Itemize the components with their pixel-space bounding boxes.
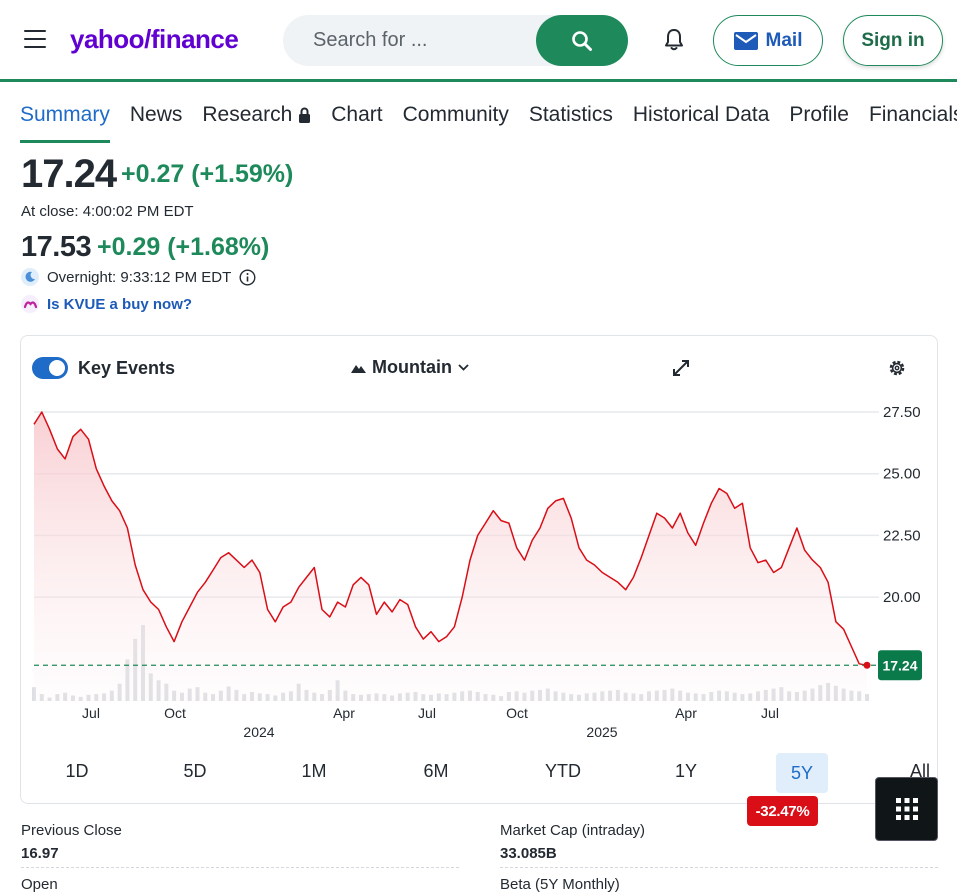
chart-style-label: Mountain xyxy=(372,357,452,377)
tab-news[interactable]: News xyxy=(130,103,183,143)
sign-in-button[interactable]: Sign in xyxy=(843,15,943,66)
x-month-label: Oct xyxy=(164,705,186,721)
grid-dots-icon xyxy=(895,798,918,820)
moon-icon xyxy=(21,268,39,286)
stat-label-previous-close: Previous Close xyxy=(21,822,122,839)
tab-label: Historical Data xyxy=(632,103,770,126)
yahoo-finance-logo[interactable]: yahoo/finance xyxy=(70,24,239,55)
gear-icon[interactable] xyxy=(887,358,907,378)
tab-statistics[interactable]: Statistics xyxy=(529,103,613,143)
range-change-badge: -32.47% xyxy=(747,796,818,826)
tab-label: Financials xyxy=(868,103,957,126)
tab-summary[interactable]: Summary xyxy=(20,103,110,143)
mail-label: Mail xyxy=(765,29,803,51)
price-chart[interactable]: 27.50 25.00 22.50 20.00 17.24 Jul Oct Apr Jul Oct… xyxy=(21,396,939,751)
stat-label-open: Open xyxy=(21,876,58,892)
mountain-icon xyxy=(351,364,366,373)
range-1y[interactable]: 1Y xyxy=(674,760,698,781)
sparkle-icon xyxy=(21,295,39,313)
is-it-a-buy-link[interactable]: Is KVUE a buy now? xyxy=(21,295,192,313)
close-price: 17.24 xyxy=(21,152,117,196)
x-year-label: 2025 xyxy=(586,724,617,740)
expand-icon[interactable] xyxy=(671,358,691,378)
overnight-row: Overnight: 9:33:12 PM EDT xyxy=(21,268,256,286)
x-month-label: Jul xyxy=(82,705,100,721)
key-events-label: Key Events xyxy=(78,358,176,378)
tab-financials[interactable]: Financials xyxy=(869,103,957,143)
tab-label: News xyxy=(129,103,183,126)
y-tick-label: 22.50 xyxy=(883,527,921,544)
chart-card: Key Events Mountain 27.50 25.00 22.50 20.00… xyxy=(20,335,939,826)
y-tick-label: 20.00 xyxy=(883,589,921,606)
current-price-tag xyxy=(878,650,922,681)
overnight-price: 17.53 xyxy=(21,231,92,263)
x-month-label: Jul xyxy=(761,705,779,721)
mail-button[interactable]: Mail xyxy=(713,15,823,66)
current-price-label: 17.24 xyxy=(882,657,917,673)
range-ytd[interactable]: YTD xyxy=(545,760,581,781)
overnight-change: +0.29 (+1.68%) xyxy=(97,233,270,261)
info-icon[interactable] xyxy=(239,268,256,286)
close-time: At close: 4:00:02 PM EDT xyxy=(21,203,194,220)
search-icon xyxy=(572,30,592,51)
price-area xyxy=(34,412,867,701)
envelope-icon xyxy=(733,31,758,50)
logo-slash-text: / xyxy=(144,24,151,54)
price-line xyxy=(33,411,868,667)
lock-icon xyxy=(299,107,311,123)
stat-value-previous-close: 16.97 xyxy=(21,845,59,862)
y-tick-label: 25.00 xyxy=(883,466,921,483)
menu-icon[interactable] xyxy=(24,30,46,48)
x-month-label: Apr xyxy=(675,705,697,721)
notification-bell-icon[interactable] xyxy=(662,27,686,53)
top-header: yahoo/finance Mail Sign in xyxy=(0,0,957,82)
buy-link-text: Is KVUE a buy now? xyxy=(47,295,193,313)
close-change: +0.27 (+1.59%) xyxy=(121,160,294,188)
logo-finance-text: finance xyxy=(150,24,239,54)
tab-label: Statistics xyxy=(528,103,613,126)
tab-label: Research xyxy=(202,103,293,126)
tab-historical-data[interactable]: Historical Data xyxy=(633,103,770,143)
tab-label: Chart xyxy=(331,103,383,126)
stat-value-market-cap: 33.085B xyxy=(500,845,557,862)
range-selector: 1D 5D 1M 6M YTD 1Y 5Y All xyxy=(21,751,939,795)
key-events-toggle[interactable] xyxy=(32,357,68,379)
chart-style-dropdown[interactable]: Mountain xyxy=(351,357,469,378)
x-year-label: 2024 xyxy=(243,724,274,740)
stat-label-beta: Beta (5Y Monthly) xyxy=(500,876,620,892)
quote-nav-tabs: Summary News Research Chart Community St… xyxy=(20,103,957,143)
stat-divider xyxy=(21,867,459,868)
overnight-time: Overnight: 9:33:12 PM EDT xyxy=(47,268,232,286)
apps-grid-button[interactable] xyxy=(875,777,938,841)
current-price-dot xyxy=(863,661,871,669)
search-input[interactable] xyxy=(313,15,533,66)
stat-label-market-cap: Market Cap (intraday) xyxy=(500,822,646,839)
logo-yahoo-text: yahoo xyxy=(70,24,145,54)
x-month-label: Apr xyxy=(333,705,355,721)
tab-profile[interactable]: Profile xyxy=(789,103,849,143)
tab-label: Summary xyxy=(20,103,110,126)
chevron-down-icon xyxy=(458,364,469,371)
tab-research[interactable]: Research xyxy=(202,103,311,143)
range-5d[interactable]: 5D xyxy=(183,760,207,781)
range-1m[interactable]: 1M xyxy=(301,760,327,781)
search-button[interactable] xyxy=(536,15,628,66)
range-6m[interactable]: 6M xyxy=(423,760,449,781)
range-5y[interactable]: 5Y xyxy=(776,753,828,793)
y-tick-label: 27.50 xyxy=(883,404,921,421)
tab-label: Profile xyxy=(789,103,849,126)
x-month-label: Jul xyxy=(418,705,436,721)
stat-divider xyxy=(500,867,938,868)
search-box xyxy=(283,15,628,66)
tab-chart[interactable]: Chart xyxy=(331,103,382,143)
tab-community[interactable]: Community xyxy=(403,103,509,143)
range-all[interactable]: All xyxy=(909,760,930,781)
x-month-label: Oct xyxy=(506,705,528,721)
range-1d[interactable]: 1D xyxy=(65,760,89,781)
tab-label: Community xyxy=(402,103,509,126)
